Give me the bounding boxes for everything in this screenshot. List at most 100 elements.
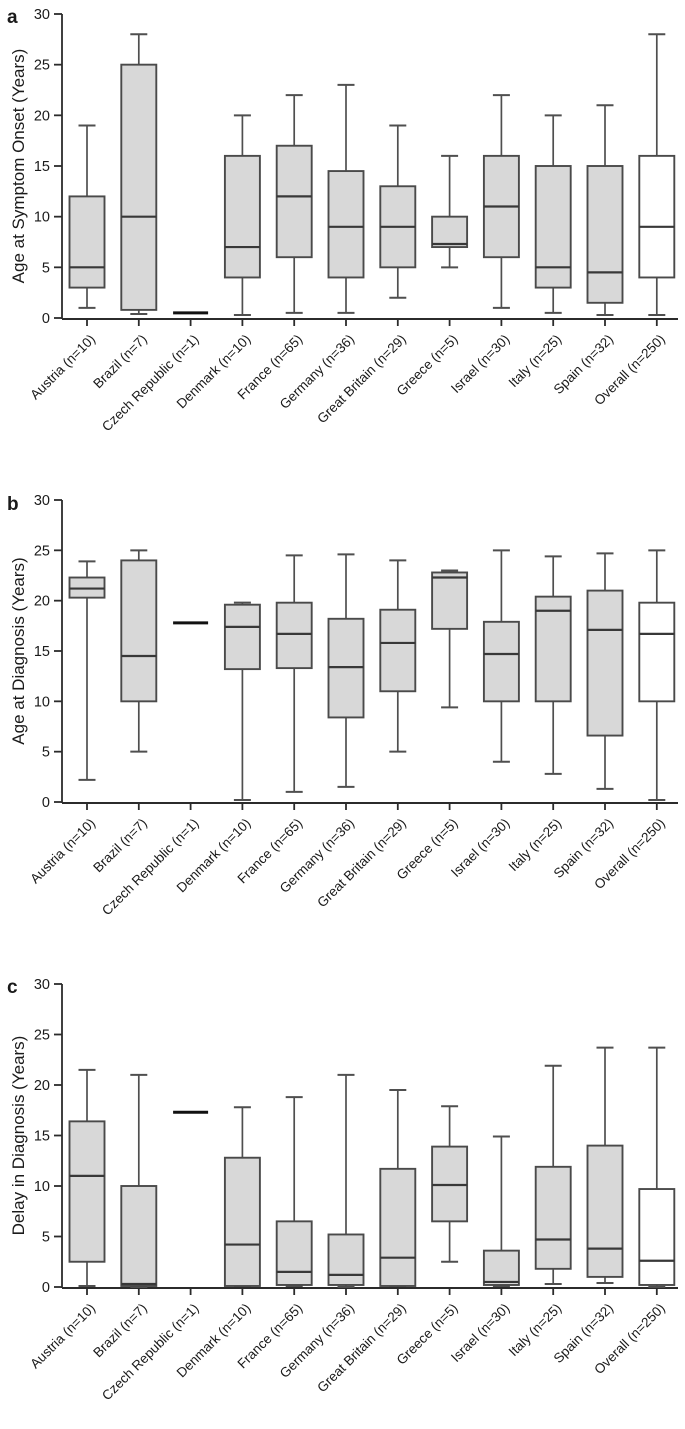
box-austria-n-10 bbox=[68, 1068, 106, 1287]
iqr-box bbox=[431, 215, 469, 249]
panel-letter-c: c bbox=[7, 977, 18, 998]
iqr-box bbox=[120, 1185, 158, 1287]
iqr-box bbox=[68, 1120, 106, 1263]
y-tick-label: 25 bbox=[34, 543, 50, 559]
iqr-box bbox=[431, 571, 469, 630]
box-italy-n-25 bbox=[534, 555, 572, 775]
box-spain-n-32 bbox=[586, 104, 624, 316]
iqr-box bbox=[223, 1156, 261, 1287]
box-italy-n-25 bbox=[534, 114, 572, 314]
iqr-box bbox=[482, 1249, 520, 1286]
iqr-box bbox=[275, 1220, 313, 1286]
y-tick-label: 0 bbox=[42, 1280, 50, 1296]
x-tick-label: Czech Republic (n=1) bbox=[99, 332, 202, 435]
iqr-box bbox=[482, 620, 520, 703]
box-great-britain-n-29 bbox=[379, 124, 417, 299]
iqr-box bbox=[275, 144, 313, 259]
box-overall-n-250 bbox=[638, 549, 676, 801]
box-spain-n-32 bbox=[586, 1046, 624, 1284]
box-germany-n-36 bbox=[327, 1073, 365, 1288]
iqr-box bbox=[379, 1167, 417, 1287]
box-austria-n-10 bbox=[68, 124, 106, 309]
box-israel-n-30 bbox=[482, 1135, 520, 1287]
box-israel-n-30 bbox=[482, 549, 520, 763]
iqr-box bbox=[586, 1144, 624, 1278]
iqr-box bbox=[534, 595, 572, 703]
panel-letter-b: b bbox=[7, 494, 19, 515]
iqr-box bbox=[223, 154, 261, 279]
x-tick-label: Czech Republic (n=1) bbox=[99, 816, 202, 919]
y-tick-label: 5 bbox=[42, 260, 50, 276]
y-tick-label: 30 bbox=[34, 493, 50, 509]
y-axis-title: Age at Symptom Onset (Years) bbox=[9, 49, 28, 284]
box-france-n-65 bbox=[275, 1096, 313, 1287]
box-overall-n-250 bbox=[638, 33, 676, 316]
box-germany-n-36 bbox=[327, 553, 365, 788]
iqr-box bbox=[223, 603, 261, 671]
y-tick-label: 25 bbox=[34, 58, 50, 74]
y-axis-title: Delay in Diagnosis (Years) bbox=[9, 1036, 28, 1236]
x-tick-label: Austria (n=10) bbox=[27, 332, 98, 403]
box-greece-n-5 bbox=[431, 154, 469, 269]
panel-b-chart: b Age at Diagnosis (Years) 0 5 10 15 20 25 30 Aus… bbox=[7, 493, 678, 919]
iqr-box bbox=[327, 1233, 365, 1286]
iqr-box bbox=[379, 608, 417, 693]
y-tick-label: 15 bbox=[34, 644, 50, 660]
box-brazil-n-7 bbox=[120, 549, 158, 753]
y-tick-label: 20 bbox=[34, 594, 50, 610]
x-tick-label: Great Britain (n=29) bbox=[314, 332, 409, 427]
box-greece-n-5 bbox=[431, 569, 469, 709]
y-tick-label: 15 bbox=[34, 159, 50, 175]
box-denmark-n-10 bbox=[223, 601, 261, 801]
y-tick-label: 30 bbox=[34, 977, 50, 993]
box-france-n-65 bbox=[275, 94, 313, 314]
y-tick-label: 20 bbox=[34, 108, 50, 124]
iqr-box bbox=[120, 559, 158, 703]
y-tick-label: 10 bbox=[34, 1179, 50, 1195]
box-austria-n-10 bbox=[68, 560, 106, 781]
iqr-box bbox=[120, 63, 158, 311]
iqr-box bbox=[638, 601, 676, 703]
y-tick-label: 20 bbox=[34, 1078, 50, 1094]
box-denmark-n-10 bbox=[223, 1106, 261, 1287]
iqr-box bbox=[586, 165, 624, 304]
box-brazil-n-7 bbox=[120, 1073, 158, 1288]
iqr-box bbox=[638, 1188, 676, 1286]
box-italy-n-25 bbox=[534, 1064, 572, 1285]
iqr-box bbox=[638, 154, 676, 279]
y-tick-label: 0 bbox=[42, 311, 50, 327]
iqr-box bbox=[534, 165, 572, 289]
box-overall-n-250 bbox=[638, 1046, 676, 1288]
panel-c-chart: c Delay in Diagnosis (Years) 0 5 10 15 20 25 30 A… bbox=[7, 977, 678, 1404]
box-germany-n-36 bbox=[327, 83, 365, 314]
iqr-box bbox=[327, 170, 365, 279]
box-great-britain-n-29 bbox=[379, 559, 417, 753]
x-tick-label: Czech Republic (n=1) bbox=[99, 1301, 202, 1404]
x-tick-label: Austria (n=10) bbox=[27, 1301, 98, 1372]
box-brazil-n-7 bbox=[120, 33, 158, 315]
panel-a-chart: a Age at Symptom Onset (Years) 0 5 10 15 20 25 3… bbox=[7, 7, 678, 435]
iqr-box bbox=[68, 195, 106, 289]
iqr-box bbox=[275, 601, 313, 670]
x-tick-label: Great Britain (n=29) bbox=[314, 1301, 409, 1396]
y-tick-label: 5 bbox=[42, 745, 50, 761]
box-great-britain-n-29 bbox=[379, 1089, 417, 1287]
x-tick-label: Austria (n=10) bbox=[27, 816, 98, 887]
y-axis-title: Age at Diagnosis (Years) bbox=[9, 557, 28, 744]
y-tick-label: 10 bbox=[34, 694, 50, 710]
box-israel-n-30 bbox=[482, 94, 520, 309]
y-tick-label: 15 bbox=[34, 1129, 50, 1145]
x-tick-label: Great Britain (n=29) bbox=[314, 816, 409, 911]
y-tick-label: 0 bbox=[42, 795, 50, 811]
y-tick-label: 10 bbox=[34, 210, 50, 226]
y-tick-label: 5 bbox=[42, 1230, 50, 1246]
box-spain-n-32 bbox=[586, 552, 624, 790]
box-denmark-n-10 bbox=[223, 114, 261, 316]
panel-letter-a: a bbox=[7, 7, 18, 28]
iqr-box bbox=[534, 1165, 572, 1270]
box-france-n-65 bbox=[275, 554, 313, 793]
y-tick-label: 30 bbox=[34, 7, 50, 23]
iqr-box bbox=[586, 589, 624, 737]
y-tick-label: 25 bbox=[34, 1028, 50, 1044]
